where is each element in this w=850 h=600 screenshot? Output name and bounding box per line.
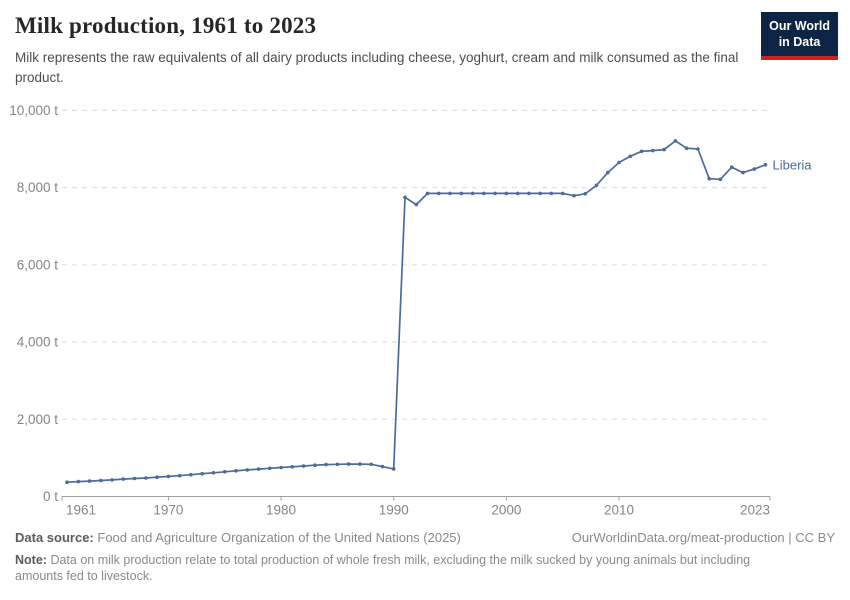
data-point[interactable] [414, 202, 419, 207]
data-point[interactable] [222, 470, 227, 474]
data-point[interactable] [189, 472, 193, 477]
x-tick-label: 1970 [153, 503, 183, 518]
data-point[interactable] [752, 167, 756, 171]
data-point[interactable] [628, 154, 633, 159]
data-point[interactable] [763, 163, 768, 167]
data-point[interactable] [403, 195, 407, 200]
data-point[interactable] [617, 160, 621, 165]
data-point[interactable] [301, 464, 306, 468]
data-point[interactable] [346, 462, 351, 466]
data-point[interactable] [121, 477, 126, 481]
data-point[interactable] [358, 462, 362, 466]
note-label: Note: [15, 552, 47, 567]
data-point[interactable] [132, 476, 137, 481]
data-point[interactable] [76, 479, 81, 484]
x-tick-label: 1961 [66, 503, 96, 518]
data-point[interactable] [560, 191, 565, 196]
data-point[interactable] [606, 170, 610, 175]
data-point[interactable] [437, 191, 441, 196]
data-point[interactable] [696, 147, 700, 151]
data-point[interactable] [729, 165, 734, 169]
data-point[interactable] [527, 191, 531, 196]
x-tick-label: 2023 [740, 503, 770, 518]
data-point[interactable] [268, 466, 272, 471]
data-point[interactable] [391, 467, 396, 471]
data-point[interactable] [324, 462, 328, 467]
data-point[interactable] [662, 147, 666, 152]
data-point[interactable] [256, 467, 261, 471]
y-tick-label: 8,000 t [17, 180, 59, 195]
chart-header: Milk production, 1961 to 2023 Milk repre… [15, 13, 743, 87]
data-point[interactable] [166, 474, 171, 479]
x-tick-label: 2010 [604, 503, 634, 518]
chart-note: Note: Data on milk production relate to … [15, 552, 775, 586]
entity-label[interactable]: Liberia [773, 157, 813, 172]
y-tick-label: 0 t [43, 489, 58, 504]
data-point[interactable] [741, 170, 745, 175]
y-tick-label: 10,000 t [9, 103, 58, 118]
data-point[interactable] [335, 462, 340, 467]
owid-logo-line2: in Data [778, 35, 821, 50]
data-point[interactable] [707, 176, 711, 181]
x-tick-label: 2000 [491, 503, 521, 518]
data-point[interactable] [684, 146, 689, 150]
note-text: Data on milk production relate to total … [15, 552, 751, 584]
data-point[interactable] [493, 191, 497, 196]
y-tick-label: 2,000 t [17, 412, 59, 427]
data-point[interactable] [515, 191, 520, 196]
data-point[interactable] [200, 471, 204, 476]
data-point[interactable] [155, 475, 159, 480]
data-point[interactable] [448, 191, 452, 196]
data-point[interactable] [651, 148, 655, 153]
data-point[interactable] [504, 191, 509, 196]
data-point[interactable] [673, 139, 678, 143]
data-point[interactable] [144, 476, 148, 480]
data-point[interactable] [594, 183, 599, 188]
data-point[interactable] [425, 191, 430, 196]
owid-logo-line1: Our World [769, 19, 830, 33]
data-point[interactable] [245, 468, 250, 472]
data-point[interactable] [99, 478, 103, 483]
data-point[interactable] [87, 479, 92, 483]
data-source-label: Data source: [15, 530, 94, 545]
x-tick-label: 1980 [266, 503, 296, 518]
data-point[interactable] [572, 193, 576, 198]
data-point[interactable] [290, 465, 295, 469]
origin-url-link[interactable]: OurWorldinData.org/meat-production | CC … [571, 530, 835, 545]
data-point[interactable] [583, 192, 587, 196]
data-point[interactable] [718, 177, 723, 182]
data-point[interactable] [369, 462, 374, 467]
x-tick-label: 1990 [379, 503, 409, 518]
data-point[interactable] [211, 471, 216, 475]
data-point[interactable] [234, 469, 238, 473]
page-title: Milk production, 1961 to 2023 [15, 13, 317, 38]
data-point[interactable] [380, 464, 385, 469]
data-point[interactable] [459, 191, 464, 196]
data-point[interactable] [279, 465, 283, 470]
data-point[interactable] [177, 473, 182, 478]
data-point[interactable] [639, 149, 644, 154]
data-point[interactable] [65, 480, 69, 485]
data-point[interactable] [110, 478, 114, 482]
data-point[interactable] [470, 191, 475, 196]
y-tick-label: 4,000 t [17, 335, 59, 350]
data-point[interactable] [482, 191, 486, 196]
data-source-text: Food and Agriculture Organization of the… [97, 530, 461, 545]
line-chart[interactable]: 0 t 2,000 t 4,000 t 6,000 t 8,000 t 10,000 t 1… [0, 95, 850, 525]
chart-footer: Data source: Food and Agriculture Organi… [15, 529, 835, 585]
data-point[interactable] [549, 191, 554, 196]
data-point[interactable] [313, 463, 317, 468]
data-point[interactable] [538, 191, 542, 196]
data-source: Data source: Food and Agriculture Organi… [15, 529, 461, 547]
y-tick-label: 6,000 t [17, 257, 59, 272]
data-line[interactable] [66, 140, 766, 484]
source-row: Data source: Food and Agriculture Organi… [15, 529, 835, 547]
chart-subtitle: Milk represents the raw equivalents of a… [15, 50, 739, 85]
owid-logo[interactable]: Our World in Data [761, 12, 838, 60]
